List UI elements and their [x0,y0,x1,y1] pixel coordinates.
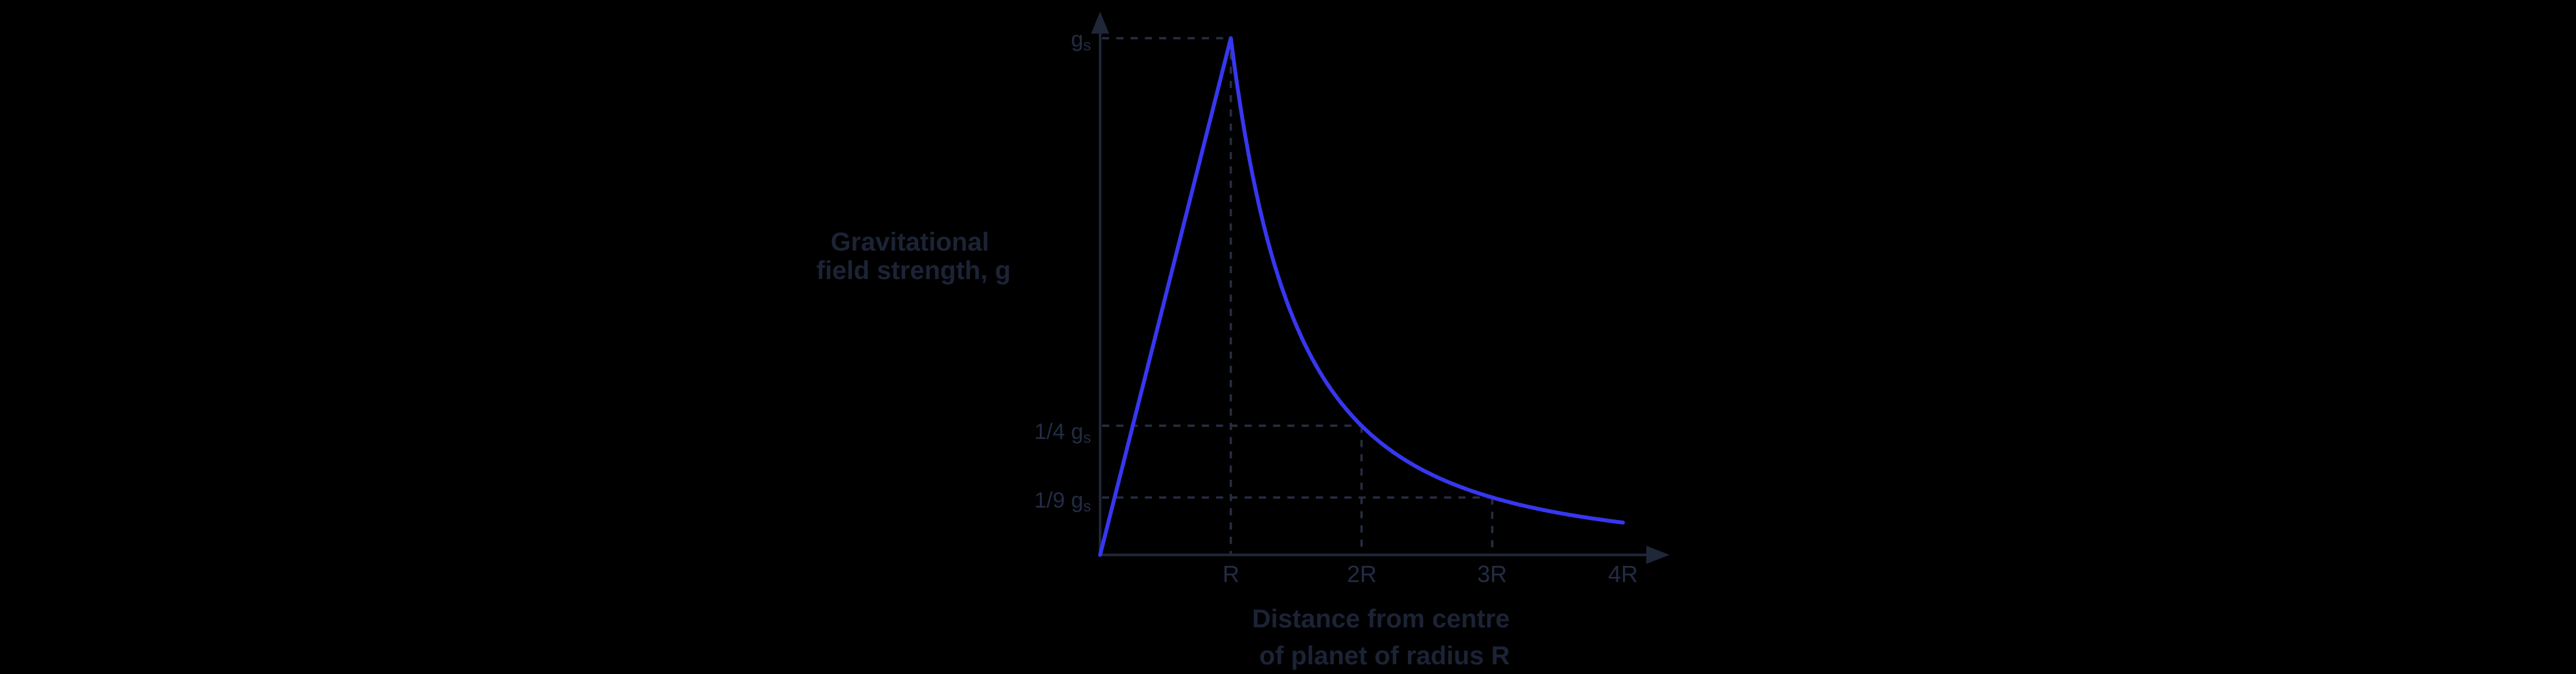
y-tick-quarter-gs: 1/4 gs [1034,420,1091,447]
x-tick-R: R [1223,561,1239,587]
y-axis-title: Gravitational field strength, g [816,228,1011,285]
x-tick-3R: 3R [1477,561,1507,587]
x-axis-title-line2: of planet of radius R [1259,642,1510,670]
y-axis-title-line1: Gravitational [831,228,989,256]
y-tick-gs: gs [1071,27,1091,54]
x-axis [1100,546,1670,564]
field-strength-curve [1098,36,1625,557]
x-axis-title-line1: Distance from centre [1252,605,1510,633]
x-tick-4R: 4R [1608,561,1638,587]
x-axis-title: Distance from centre of planet of radius… [1252,605,1517,670]
y-tick-ninth-gs: 1/9 gs [1034,488,1091,515]
y-axis-arrow-icon [1091,12,1109,34]
guide-lines-group [1102,37,1493,554]
x-tick-2R: 2R [1347,561,1377,587]
y-axis [1091,12,1109,555]
y-axis-title-line2: field strength, g [816,256,1011,285]
x-axis-arrow-icon [1646,546,1670,564]
